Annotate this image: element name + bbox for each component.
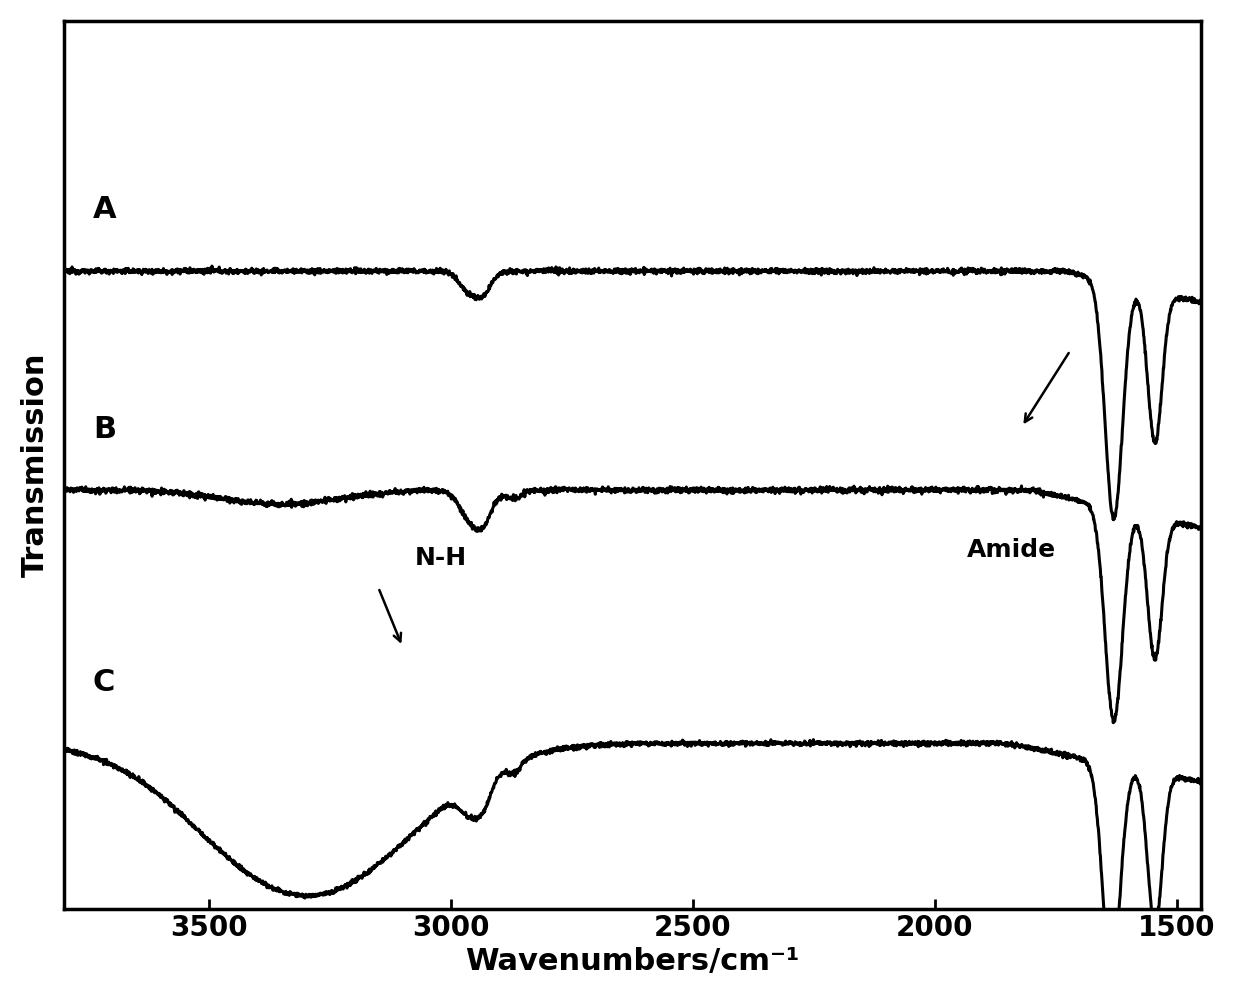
Text: C: C [93,668,115,697]
Text: B: B [93,415,115,444]
Y-axis label: Transmission: Transmission [21,353,50,577]
Text: A: A [93,194,117,223]
Text: Amide: Amide [966,538,1055,562]
Text: N-H: N-H [414,546,466,570]
X-axis label: Wavenumbers/cm⁻¹: Wavenumbers/cm⁻¹ [465,947,800,976]
